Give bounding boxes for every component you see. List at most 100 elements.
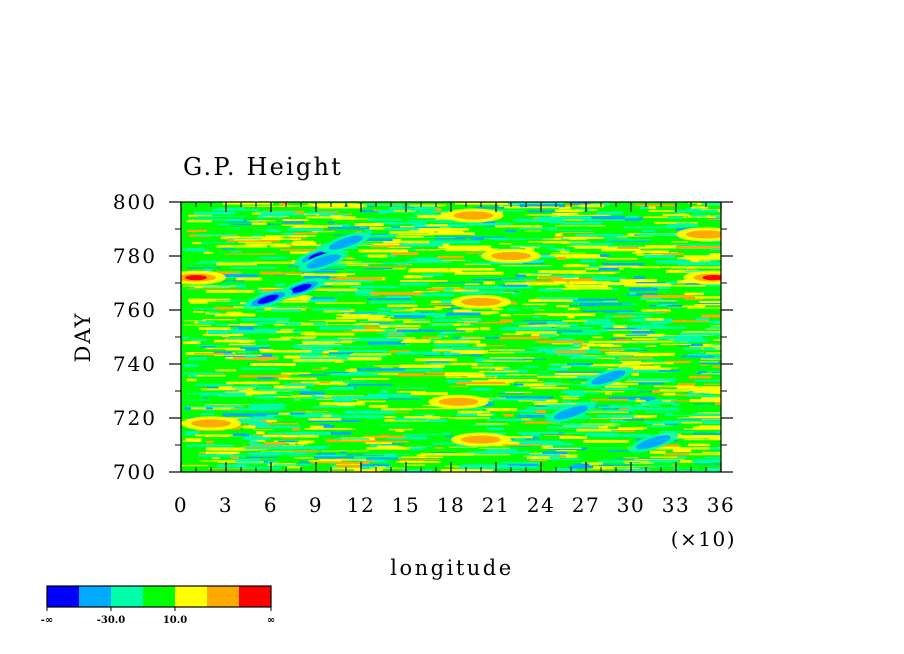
heatmap-cell xyxy=(507,206,520,209)
heatmap-cell xyxy=(448,307,461,310)
heatmap-cell xyxy=(334,398,353,402)
heatmap-cell xyxy=(186,444,234,447)
heatmap-cell xyxy=(281,221,305,224)
heatmap-cell xyxy=(693,351,705,354)
heatmap-cell xyxy=(222,334,229,337)
heatmap-cell xyxy=(200,242,235,244)
heatmap-cell xyxy=(384,268,407,270)
heatmap-cell xyxy=(524,230,541,232)
heatmap-field xyxy=(181,202,721,472)
heatmap-cell xyxy=(632,338,658,340)
heatmap-cell xyxy=(564,284,608,288)
heatmap-cell xyxy=(232,433,249,437)
heatmap-cell xyxy=(541,447,582,449)
heatmap-cell xyxy=(712,412,721,413)
heatmap-cell xyxy=(607,382,639,386)
heatmap-cell xyxy=(548,247,562,250)
heatmap-cell xyxy=(266,300,309,303)
heatmap-cell xyxy=(444,363,494,366)
heatmap-cell xyxy=(650,321,671,324)
heatmap-cell xyxy=(236,466,281,469)
heatmap-cell xyxy=(187,393,201,395)
heatmap-cell xyxy=(310,288,358,291)
x-tick-label: 15 xyxy=(392,493,420,517)
heatmap-cell xyxy=(363,266,407,268)
heatmap-cell xyxy=(398,364,445,368)
heatmap-cell xyxy=(336,355,387,358)
heatmap-cell xyxy=(354,294,379,297)
heatmap-cell xyxy=(672,470,718,472)
heatmap-cell xyxy=(657,447,698,450)
heatmap-cell xyxy=(392,262,411,265)
heatmap-cell xyxy=(701,418,721,421)
heatmap-cell xyxy=(567,305,599,307)
heatmap-cell xyxy=(270,244,291,248)
heatmap-cell xyxy=(386,337,416,339)
heatmap-cell xyxy=(479,447,511,449)
heatmap-cell xyxy=(387,304,418,308)
heatmap-cell xyxy=(697,371,708,374)
heatmap-cell xyxy=(182,399,211,401)
heatmap-cell xyxy=(369,444,393,447)
heatmap-cell xyxy=(436,282,487,284)
heatmap-cell xyxy=(336,263,383,265)
heatmap-cell xyxy=(319,326,366,330)
heatmap-cell xyxy=(255,211,295,215)
heatmap-cell xyxy=(201,345,217,348)
heatmap-cell xyxy=(242,205,296,207)
heatmap-cell xyxy=(610,338,626,340)
heatmap-cell xyxy=(331,371,367,374)
heatmap-cell xyxy=(561,204,579,207)
heatmap-cell xyxy=(366,447,410,450)
heatmap-cell xyxy=(709,327,721,328)
heatmap-cell xyxy=(589,356,600,359)
heatmap-cell xyxy=(582,423,621,425)
heatmap-cell xyxy=(697,463,721,465)
heatmap-cell xyxy=(572,355,627,357)
heatmap-cell xyxy=(470,237,485,240)
heatmap-cell xyxy=(215,369,236,372)
heatmap-cell xyxy=(403,339,431,342)
heatmap-cell xyxy=(567,307,580,311)
heatmap-cell xyxy=(629,287,658,291)
heatmap-cell xyxy=(582,329,609,332)
heatmap-cell xyxy=(710,325,721,327)
heatmap-cell xyxy=(562,237,604,239)
heatmap-cell xyxy=(545,330,584,333)
heatmap-cell xyxy=(182,440,201,442)
heatmap-cell xyxy=(355,469,383,471)
heatmap-cell xyxy=(691,214,707,217)
heatmap-cell xyxy=(689,244,696,247)
heatmap-cell xyxy=(488,379,538,382)
heatmap-cell xyxy=(214,354,262,356)
heatmap-cell xyxy=(538,216,592,220)
heatmap-cell xyxy=(311,427,347,430)
heatmap-cell xyxy=(277,440,299,443)
heatmap-cell xyxy=(459,337,471,340)
heatmap-cell xyxy=(419,368,429,370)
heatmap-cell xyxy=(472,374,522,376)
heatmap-cell xyxy=(618,357,654,359)
heatmap-cell xyxy=(196,234,236,236)
heatmap-cell xyxy=(432,442,456,445)
heatmap-cell xyxy=(280,336,306,339)
heatmap-cell xyxy=(303,229,313,231)
heatmap-cell xyxy=(510,245,540,249)
heatmap-cell xyxy=(433,340,481,344)
heatmap-cell xyxy=(489,349,525,351)
heatmap-cell xyxy=(518,324,570,327)
heatmap-cell xyxy=(217,461,265,463)
heatmap-cell xyxy=(528,210,574,213)
heatmap-cell xyxy=(424,363,453,365)
heatmap-cell xyxy=(243,425,256,429)
heatmap-cell xyxy=(641,322,653,324)
heatmap-cell xyxy=(198,454,246,457)
heatmap-cell xyxy=(315,302,366,304)
heatmap-cell xyxy=(233,347,271,350)
heatmap-cell xyxy=(529,346,578,348)
heatmap-cell xyxy=(290,226,309,228)
heatmap-cell xyxy=(555,209,584,212)
heatmap-cell xyxy=(294,457,328,459)
heatmap-cell xyxy=(637,370,681,372)
